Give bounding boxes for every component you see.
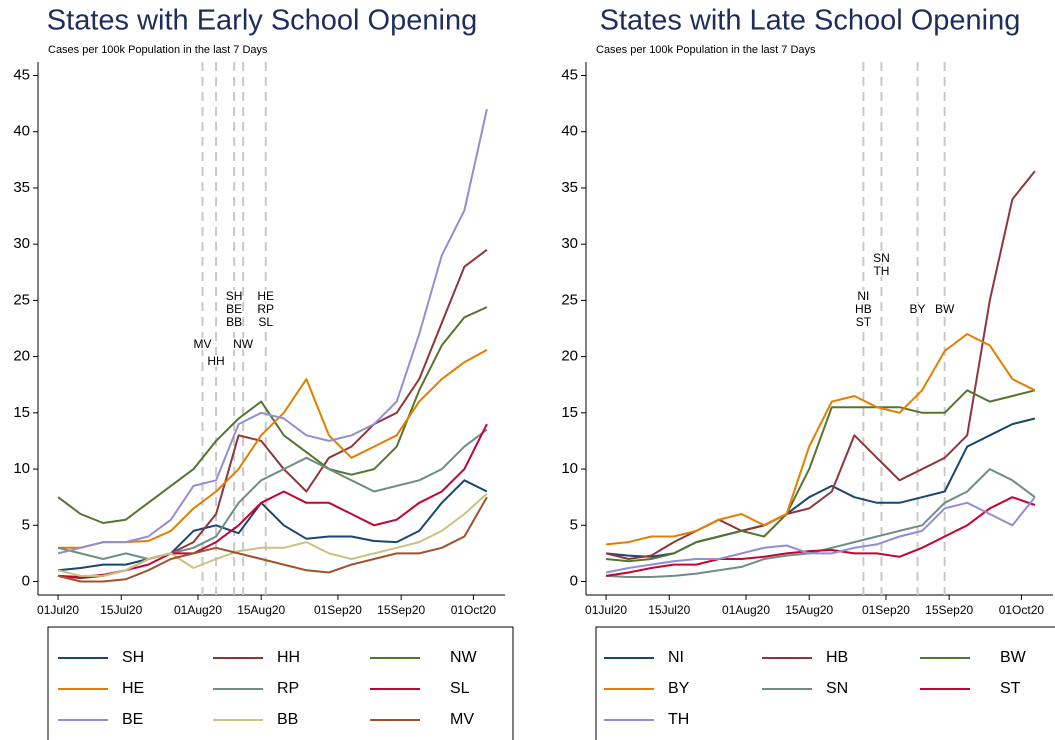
y-tick-label: 0: [22, 572, 30, 589]
series-line: [57, 428, 488, 560]
event-label: TH: [873, 264, 889, 278]
y-tick-label: 15: [561, 404, 578, 421]
x-tick-label: 15Aug20: [237, 603, 285, 617]
y-tick-label: 40: [13, 123, 30, 140]
y-tick-label: 10: [561, 460, 578, 477]
x-tick-label: 15Jul20: [100, 603, 142, 617]
y-tick-label: 25: [561, 291, 578, 308]
legend-label: SL: [450, 680, 470, 697]
legend-label: BW: [1000, 649, 1027, 666]
series-line: [57, 306, 488, 524]
x-tick-label: 01Oct20: [451, 603, 497, 617]
x-tick-label: 01Aug20: [174, 603, 222, 617]
x-tick-label: 15Aug20: [785, 603, 833, 617]
y-tick-label: 15: [13, 404, 30, 421]
event-label: BW: [935, 302, 955, 316]
y-tick-label: 45: [13, 66, 30, 83]
series-line: [605, 496, 1036, 574]
legend-label: MV: [450, 711, 474, 728]
series-line: [605, 170, 1036, 560]
legend-box: [595, 626, 1055, 740]
event-label: HB: [855, 302, 872, 316]
legend-label: BE: [122, 711, 143, 728]
y-tick-label: 25: [13, 291, 30, 308]
event-label: HH: [207, 354, 224, 368]
series-line: [605, 389, 1036, 563]
series-line: [57, 493, 488, 577]
x-tick-label: 01Jul20: [585, 603, 627, 617]
y-tick-label: 10: [13, 460, 30, 477]
x-tick-label: 15Jul20: [648, 603, 690, 617]
x-tick-label: 01Oct20: [999, 603, 1045, 617]
y-tick-label: 20: [561, 348, 578, 365]
event-label: NW: [233, 337, 254, 351]
chart-subtitle: Cases per 100k Population in the last 7 …: [596, 44, 816, 56]
event-label: BY: [910, 302, 926, 316]
y-tick-label: 20: [13, 348, 30, 365]
y-tick-label: 40: [561, 123, 578, 140]
event-label: BB: [226, 315, 242, 329]
y-tick-label: 30: [13, 235, 30, 252]
y-tick-label: 5: [570, 516, 578, 533]
legend-label: TH: [668, 711, 689, 728]
series-line: [57, 108, 488, 555]
event-label: ST: [856, 315, 872, 329]
legend-label: SN: [826, 680, 848, 697]
event-label: NI: [857, 289, 869, 303]
event-label: SN: [873, 251, 890, 265]
series-line: [605, 496, 1036, 577]
x-tick-label: 01Sep20: [314, 603, 362, 617]
x-tick-label: 15Sep20: [377, 603, 425, 617]
series-line: [58, 349, 488, 549]
legend-label: NW: [450, 649, 478, 666]
y-tick-label: 45: [561, 66, 578, 83]
series-line: [605, 333, 1036, 546]
legend-label: RP: [277, 680, 299, 697]
x-tick-label: 01Jul20: [37, 603, 79, 617]
legend-label: NI: [668, 649, 684, 666]
y-tick-label: 0: [570, 572, 578, 589]
x-tick-label: 01Sep20: [862, 603, 910, 617]
legend-label: BB: [277, 711, 298, 728]
event-label: BE: [226, 302, 242, 316]
y-tick-label: 35: [561, 179, 578, 196]
legend-label: HE: [122, 680, 144, 697]
legend-label: BY: [668, 680, 690, 697]
x-tick-label: 15Sep20: [925, 603, 973, 617]
x-tick-label: 01Aug20: [722, 603, 770, 617]
event-label: HE: [257, 289, 274, 303]
legend-label: ST: [1000, 680, 1021, 697]
chart-subtitle: Cases per 100k Population in the last 7 …: [48, 44, 268, 56]
event-label: SH: [226, 289, 243, 303]
chart-title: States with Late School Opening: [600, 5, 1021, 37]
y-tick-label: 30: [561, 235, 578, 252]
event-label: RP: [257, 302, 274, 316]
event-label: MV: [194, 337, 212, 351]
legend-box: [47, 626, 514, 740]
series-line: [57, 496, 488, 583]
legend-label: HB: [826, 649, 848, 666]
y-tick-label: 35: [13, 179, 30, 196]
chart-title: States with Early School Opening: [47, 5, 477, 37]
y-tick-label: 5: [22, 516, 30, 533]
event-label: SL: [258, 315, 273, 329]
series-line: [57, 479, 488, 572]
legend-label: HH: [277, 649, 300, 666]
legend-label: SH: [122, 649, 144, 666]
